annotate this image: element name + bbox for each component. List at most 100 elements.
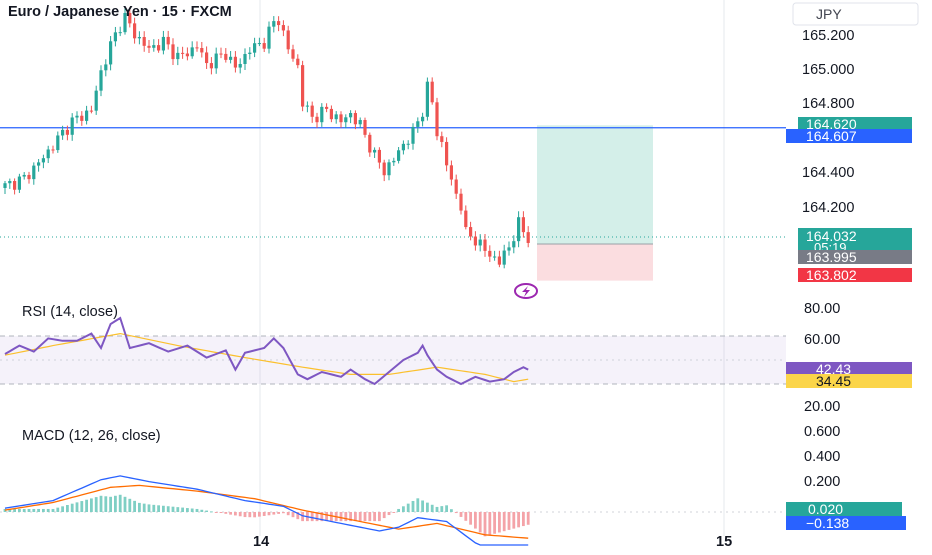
price-tick-3: 164.800: [802, 96, 854, 112]
candle-body: [243, 54, 247, 64]
macd-histogram-bar: [469, 512, 472, 525]
macd-histogram-bar: [152, 504, 156, 512]
candle-body: [233, 56, 237, 68]
macd-histogram-bar: [267, 512, 271, 516]
profit-zone[interactable]: [537, 125, 653, 244]
macd-histogram-bar: [56, 507, 60, 512]
currency-box[interactable]: [792, 2, 919, 26]
candle-body: [382, 162, 386, 176]
macd-histogram-bar: [339, 512, 343, 522]
candle-body: [109, 41, 113, 65]
candle-body: [387, 162, 391, 176]
macd-histogram-bar: [219, 512, 223, 514]
rsi-tick-20: 20.00: [804, 399, 840, 415]
macd-tick-3: 0.200: [804, 474, 840, 490]
candle-body: [104, 64, 108, 71]
macd-histogram-bar: [42, 508, 45, 512]
macd-histogram-bar: [440, 506, 444, 512]
candle-body: [454, 179, 458, 194]
candle-body: [286, 30, 290, 50]
candle-body: [176, 52, 180, 60]
rsi-band: [0, 336, 786, 384]
macd-histogram-bar: [315, 512, 319, 522]
macd-histogram-bar: [190, 508, 194, 512]
candle-body: [305, 105, 309, 107]
candle-body: [464, 210, 468, 228]
macd-value-text: 0.020: [808, 501, 843, 517]
macd-histogram-bar: [18, 508, 21, 512]
candle-body: [99, 70, 103, 91]
candle-body: [310, 105, 314, 117]
macd-histogram-bar: [85, 499, 88, 512]
macd-histogram-bar: [517, 512, 520, 528]
candle-body: [483, 239, 487, 251]
macd-histogram-bar: [459, 512, 463, 517]
rsi-value-badge: [786, 362, 912, 376]
macd-histogram-bar: [363, 512, 367, 522]
rsi-ma-text: 34.45: [816, 373, 851, 389]
price-tick-2: 165.000: [802, 62, 854, 78]
macd-histogram-bar: [3, 508, 7, 512]
macd-histogram-bar: [512, 512, 516, 529]
macd-histogram-bar: [118, 494, 122, 512]
macd-histogram-bar: [210, 511, 213, 513]
macd-histogram-bar: [426, 502, 429, 512]
candle-body: [291, 49, 295, 59]
macd-histogram-bar: [234, 512, 237, 516]
candle-body: [13, 181, 17, 190]
macd-histogram-bar: [411, 500, 415, 512]
macd-histogram-bar: [171, 506, 175, 512]
macd-histogram-bar: [378, 512, 381, 522]
current-price-text: 164.032: [806, 228, 857, 244]
candle-body: [17, 176, 21, 190]
candle-body: [128, 12, 132, 24]
candle-body: [209, 63, 213, 69]
macd-histogram-bar: [397, 508, 400, 512]
macd-histogram-bar: [13, 508, 16, 512]
candle-body: [363, 119, 367, 135]
symbol-title[interactable]: Euro / Japanese Yen · 15 · FXCM: [8, 4, 232, 20]
candle-body: [253, 43, 257, 53]
macd-histogram-bar: [195, 508, 199, 512]
macd-value-badge: [786, 502, 902, 516]
macd-tick-2: 0.400: [804, 449, 840, 465]
candle-body: [171, 44, 175, 60]
macd-histogram-bar: [51, 508, 55, 512]
macd-histogram-bar: [291, 512, 295, 518]
signal-value-badge: [786, 516, 906, 530]
candle-body: [329, 108, 333, 120]
macd-histogram-bar: [166, 506, 170, 512]
candle-body: [416, 121, 420, 127]
candle-body: [440, 136, 444, 142]
macd-title[interactable]: MACD (12, 26, close): [22, 428, 161, 444]
rsi-title[interactable]: RSI (14, close): [22, 304, 118, 320]
macd-histogram-bar: [224, 512, 228, 514]
loss-zone[interactable]: [537, 243, 653, 281]
candle-body: [353, 113, 357, 125]
stop-badge-text: 163.802: [806, 267, 857, 283]
flash-icon[interactable]: [514, 283, 538, 299]
candle-body: [195, 47, 199, 49]
candle-body: [22, 174, 26, 177]
macd-histogram-bar: [123, 496, 127, 512]
macd-histogram-bar: [402, 506, 405, 512]
macd-histogram-bar: [138, 502, 141, 512]
candle-body: [166, 36, 170, 45]
macd-histogram-bar: [229, 512, 232, 515]
candle-body: [449, 165, 453, 180]
rsi-line: [4, 316, 529, 386]
candle-body: [425, 81, 429, 117]
macd-histogram-bar: [330, 512, 333, 522]
macd-histogram-bar: [37, 508, 40, 512]
candle-body: [478, 239, 482, 246]
candle-body: [70, 117, 74, 135]
candles-group: [3, 7, 530, 269]
macd-histogram-bar: [8, 508, 12, 512]
candle-body: [397, 150, 401, 161]
candle-body: [37, 162, 41, 166]
macd-histogram-bar: [258, 512, 261, 517]
macd-histogram-bar: [109, 496, 112, 512]
candle-body: [320, 106, 324, 123]
